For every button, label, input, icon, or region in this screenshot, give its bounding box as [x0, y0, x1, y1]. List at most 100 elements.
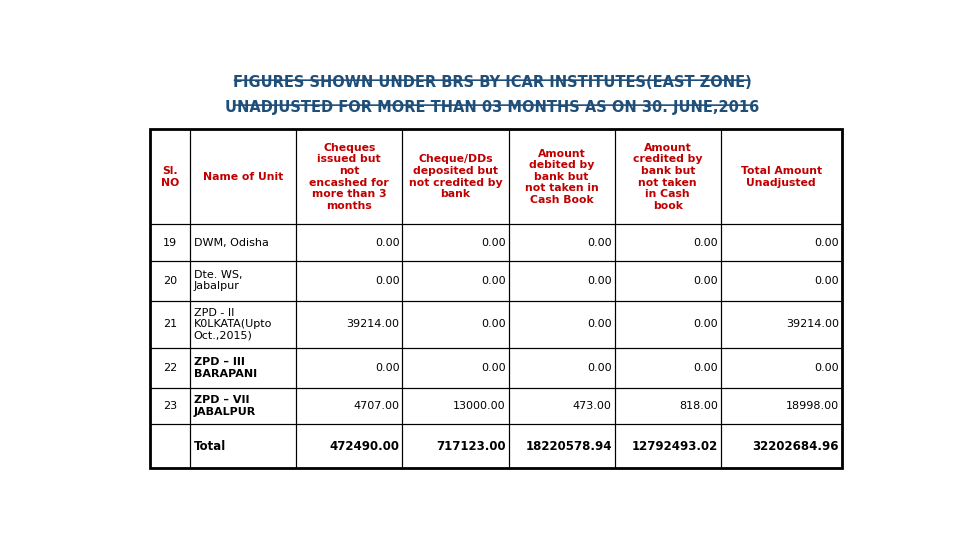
Bar	[150, 424, 190, 468]
Bar	[614, 388, 721, 424]
Text: Cheque/DDs
deposited but
not credited by
bank: Cheque/DDs deposited but not credited by…	[409, 154, 502, 199]
Text: 717123.00: 717123.00	[436, 440, 506, 453]
Bar	[509, 388, 614, 424]
Text: 22: 22	[163, 363, 177, 373]
Bar	[614, 424, 721, 468]
Bar	[509, 129, 614, 225]
Text: ZPD - II
K0LKATA(Upto
Oct.,2015): ZPD - II K0LKATA(Upto Oct.,2015)	[194, 308, 272, 341]
Bar	[509, 348, 614, 388]
Text: 18998.00: 18998.00	[785, 401, 839, 411]
Bar	[297, 388, 402, 424]
Text: Amount
debited by
bank but
not taken in
Cash Book: Amount debited by bank but not taken in …	[525, 148, 598, 205]
Text: 20: 20	[163, 275, 177, 286]
Text: 0.00: 0.00	[814, 238, 839, 247]
Bar	[614, 261, 721, 301]
Text: 0.00: 0.00	[588, 363, 612, 373]
Text: 0.00: 0.00	[814, 363, 839, 373]
Text: 0.00: 0.00	[693, 275, 718, 286]
Text: 32202684.96: 32202684.96	[753, 440, 839, 453]
Text: 0.00: 0.00	[588, 275, 612, 286]
Bar	[509, 301, 614, 348]
Bar	[190, 225, 297, 261]
Bar	[614, 129, 721, 225]
Text: 0.00: 0.00	[814, 275, 839, 286]
Text: 12792493.02: 12792493.02	[632, 440, 718, 453]
Bar	[402, 424, 509, 468]
Text: 0.00: 0.00	[374, 238, 399, 247]
Text: 18220578.94: 18220578.94	[525, 440, 612, 453]
Bar	[721, 301, 842, 348]
Text: 39214.00: 39214.00	[347, 319, 399, 329]
Bar	[402, 388, 509, 424]
Text: FIGURES SHOWN UNDER BRS BY ICAR INSTITUTES(EAST ZONE): FIGURES SHOWN UNDER BRS BY ICAR INSTITUT…	[232, 75, 752, 90]
Bar	[150, 261, 190, 301]
Text: 0.00: 0.00	[374, 363, 399, 373]
Text: 818.00: 818.00	[679, 401, 718, 411]
Text: 0.00: 0.00	[693, 363, 718, 373]
Text: 21: 21	[163, 319, 177, 329]
Bar	[190, 424, 297, 468]
Bar	[721, 424, 842, 468]
Bar	[721, 388, 842, 424]
Bar	[150, 129, 842, 468]
Text: Dte. WS,
Jabalpur: Dte. WS, Jabalpur	[194, 270, 242, 292]
Text: 0.00: 0.00	[588, 238, 612, 247]
Bar	[402, 301, 509, 348]
Text: 0.00: 0.00	[693, 319, 718, 329]
Text: ZPD – VII
JABALPUR: ZPD – VII JABALPUR	[194, 395, 256, 417]
Bar	[190, 388, 297, 424]
Text: 0.00: 0.00	[588, 319, 612, 329]
Bar	[614, 225, 721, 261]
Bar	[190, 261, 297, 301]
Text: UNADJUSTED FOR MORE THAN 03 MONTHS AS ON 30. JUNE,2016: UNADJUSTED FOR MORE THAN 03 MONTHS AS ON…	[225, 100, 759, 115]
Bar	[297, 348, 402, 388]
Text: 4707.00: 4707.00	[353, 401, 399, 411]
Text: Name of Unit: Name of Unit	[203, 172, 283, 182]
Bar	[150, 225, 190, 261]
Text: Total: Total	[194, 440, 226, 453]
Bar	[150, 301, 190, 348]
Bar	[614, 348, 721, 388]
Text: 0.00: 0.00	[374, 275, 399, 286]
Text: Cheques
issued but
not
encashed for
more than 3
months: Cheques issued but not encashed for more…	[309, 143, 389, 211]
Bar	[150, 388, 190, 424]
Text: 0.00: 0.00	[693, 238, 718, 247]
Bar	[150, 348, 190, 388]
Bar	[190, 301, 297, 348]
Bar	[297, 424, 402, 468]
Bar	[402, 225, 509, 261]
Bar	[297, 261, 402, 301]
Text: 39214.00: 39214.00	[785, 319, 839, 329]
Bar	[402, 348, 509, 388]
Bar	[402, 129, 509, 225]
Bar	[509, 424, 614, 468]
Text: 473.00: 473.00	[573, 401, 612, 411]
Text: 0.00: 0.00	[481, 363, 506, 373]
Bar	[614, 301, 721, 348]
Bar	[190, 129, 297, 225]
Bar	[721, 225, 842, 261]
Bar	[150, 129, 190, 225]
Bar	[721, 348, 842, 388]
Text: 23: 23	[163, 401, 177, 411]
Bar	[402, 261, 509, 301]
Bar	[297, 225, 402, 261]
Text: Total Amount
Unadjusted: Total Amount Unadjusted	[741, 166, 822, 187]
Text: DWM, Odisha: DWM, Odisha	[194, 238, 269, 247]
Bar	[509, 225, 614, 261]
Text: 472490.00: 472490.00	[329, 440, 399, 453]
Text: 0.00: 0.00	[481, 238, 506, 247]
Text: 13000.00: 13000.00	[453, 401, 506, 411]
Text: Sl.
NO: Sl. NO	[160, 166, 179, 187]
Bar	[509, 261, 614, 301]
Text: 0.00: 0.00	[481, 275, 506, 286]
Bar	[297, 301, 402, 348]
Bar	[190, 348, 297, 388]
Text: 0.00: 0.00	[481, 319, 506, 329]
Bar	[721, 129, 842, 225]
Text: 19: 19	[163, 238, 177, 247]
Text: Amount
credited by
bank but
not taken
in Cash
book: Amount credited by bank but not taken in…	[633, 143, 703, 211]
Text: ZPD – III
BARAPANI: ZPD – III BARAPANI	[194, 357, 257, 379]
Bar	[297, 129, 402, 225]
Bar	[721, 261, 842, 301]
